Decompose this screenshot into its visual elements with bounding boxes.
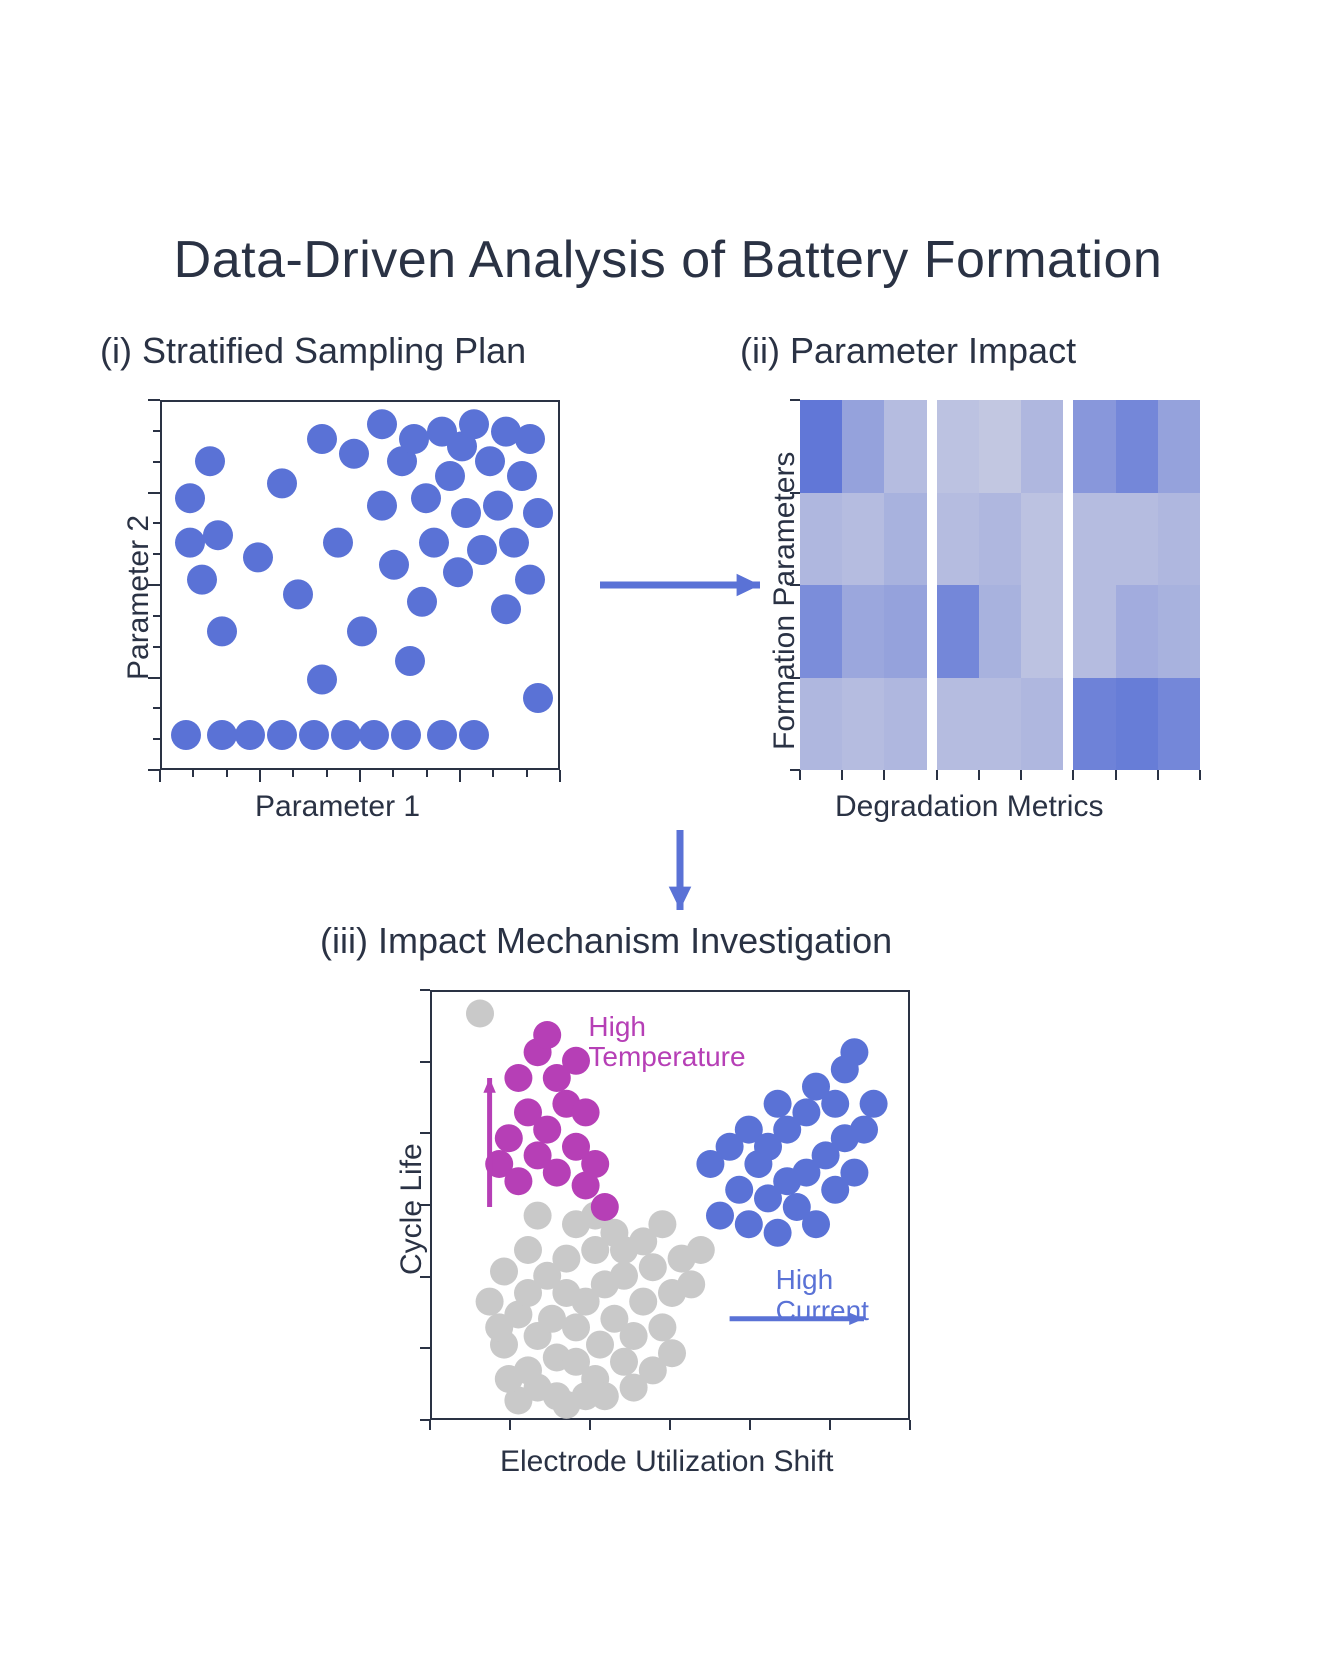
panel-iii-ylabel: Cycle Life (395, 1143, 429, 1275)
heatmap-cell (937, 585, 979, 678)
panel-i-scatter (160, 400, 560, 770)
heatmap-cell (842, 585, 884, 678)
heatmap-cell (1073, 585, 1115, 678)
heatmap-cell (979, 400, 1021, 493)
heatmap-cell (979, 678, 1021, 771)
panel-ii-title: (ii) Parameter Impact (740, 330, 1076, 372)
heatmap-cell (884, 585, 926, 678)
heatmap-cell (979, 493, 1021, 586)
panel-i-ylabel: Parameter 2 (122, 515, 156, 680)
heatmap-cell (1158, 585, 1200, 678)
heatmap-cell (800, 400, 842, 493)
heatmap-cell (937, 493, 979, 586)
heatmap-cell (842, 493, 884, 586)
heatmap-cell (1158, 493, 1200, 586)
heatmap-cell (1021, 678, 1063, 771)
heatmap-cell (1116, 585, 1158, 678)
annot-high-temperature: HighTemperature (588, 1012, 745, 1074)
heatmap-cell (1073, 678, 1115, 771)
heatmap-cell (800, 493, 842, 586)
heatmap-cell (1158, 678, 1200, 771)
panel-ii-ylabel: Formation Parameters (768, 452, 802, 750)
panel-iii-title: (iii) Impact Mechanism Investigation (320, 920, 892, 962)
heatmap-cell (1116, 400, 1158, 493)
panel-i-title: (i) Stratified Sampling Plan (100, 330, 526, 372)
heatmap-cell (1021, 400, 1063, 493)
panel-iii-xlabel: Electrode Utilization Shift (500, 1445, 834, 1479)
heatmap-cell (884, 400, 926, 493)
main-title: Data-Driven Analysis of Battery Formatio… (0, 230, 1336, 290)
heatmap-cell (1073, 493, 1115, 586)
heatmap-cell (979, 585, 1021, 678)
panel-ii-xlabel: Degradation Metrics (835, 790, 1103, 824)
heatmap-cell (1073, 400, 1115, 493)
heatmap-cell (1116, 493, 1158, 586)
heatmap-cell (937, 400, 979, 493)
panel-ii-heatmap (800, 400, 1200, 770)
heatmap-cell (1021, 585, 1063, 678)
heatmap-cell (884, 678, 926, 771)
panel-i-xlabel: Parameter 1 (255, 790, 420, 824)
heatmap-cell (800, 585, 842, 678)
heatmap-cell (884, 493, 926, 586)
heatmap-cell (800, 678, 842, 771)
heatmap-cell (1021, 493, 1063, 586)
heatmap-cell (842, 678, 884, 771)
annot-high-current: HighCurrent (776, 1265, 869, 1327)
heatmap-cell (1116, 678, 1158, 771)
heatmap-cell (1158, 400, 1200, 493)
figure-canvas: Data-Driven Analysis of Battery Formatio… (0, 0, 1336, 1670)
heatmap-cell (937, 678, 979, 771)
heatmap-cell (842, 400, 884, 493)
